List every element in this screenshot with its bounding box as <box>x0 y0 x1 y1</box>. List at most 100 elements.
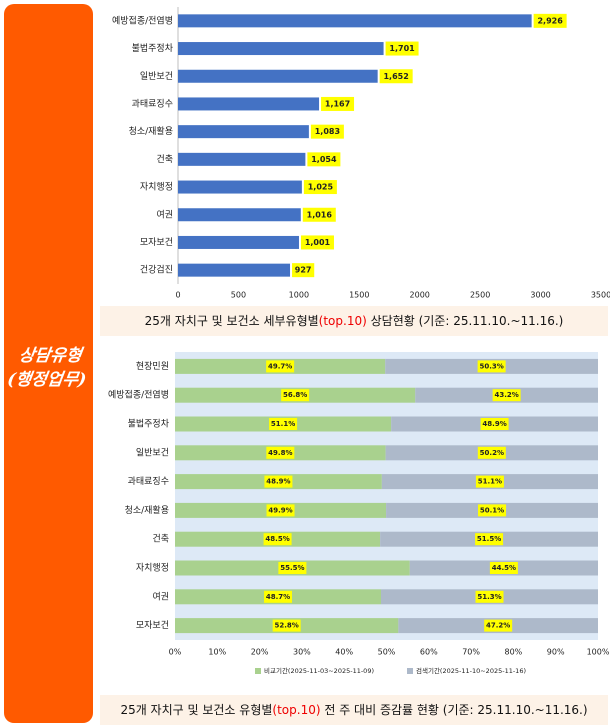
category-label: 청소/재활용 <box>125 504 169 516</box>
segment-label-box <box>266 504 295 517</box>
category-label: 예방접종/전염병 <box>112 14 173 26</box>
value-label-box <box>379 69 413 84</box>
x-tick-label: 60% <box>420 648 438 657</box>
segment-label-box <box>480 418 509 430</box>
sidebar-title-line2: (행정업무) <box>6 370 88 390</box>
segment-label-search: 51.3% <box>477 593 501 601</box>
value-label: 1,701 <box>389 44 415 53</box>
segment-label-search: 50.2% <box>480 449 504 457</box>
segment-label-box <box>475 533 504 546</box>
value-label-box <box>307 152 341 167</box>
value-label-box <box>385 41 419 56</box>
segment-label-box <box>263 533 292 546</box>
segment-label-compare: 48.9% <box>266 478 290 486</box>
value-label: 927 <box>295 266 312 275</box>
top10-consultation-bar-chart: 예방접종/전염병 2,926 불법주정차 1,701 일반보건 1,652 과태료징수 1,1… <box>112 7 610 300</box>
segment-label-box <box>477 360 506 373</box>
bottom-chart-caption: 25개 자치구 및 보건소 유형별(top.10) 전 주 대비 증감률 현황 … <box>100 695 608 725</box>
x-tick-label: 90% <box>547 648 565 657</box>
segment-label-box <box>478 504 507 517</box>
category-label: 예방접종/전염병 <box>108 389 169 401</box>
value-label: 1,054 <box>311 155 337 164</box>
segment-label-box <box>489 562 518 574</box>
segment-label-box <box>266 446 295 459</box>
segment-label-search: 43.2% <box>494 391 518 399</box>
segment-label-box <box>492 389 521 402</box>
segment-label-search: 50.1% <box>480 506 504 514</box>
segment-label-compare: 48.5% <box>265 535 289 543</box>
value-label: 1,016 <box>307 210 333 219</box>
x-tick-label: 2500 <box>470 291 490 300</box>
category-label: 모자보건 <box>136 620 169 631</box>
x-tick-label: 20% <box>251 648 269 657</box>
category-label: 자치행정 <box>140 181 173 193</box>
bottom-caption-date: 전 주 대비 증감률 현황 (기준: 25.11.10.~11.16.) <box>320 703 588 717</box>
x-tick-label: 3000 <box>530 291 550 300</box>
category-label: 건축 <box>156 154 173 165</box>
value-label: 1,001 <box>305 238 331 247</box>
category-label: 여권 <box>152 590 169 602</box>
value-label-box <box>292 263 315 278</box>
sidebar-title: 상담유형 (행정업무) <box>1 344 97 392</box>
bar <box>178 14 532 28</box>
bar <box>178 180 302 194</box>
segment-label-compare: 49.8% <box>268 449 292 457</box>
value-label-box <box>533 13 567 28</box>
bar <box>178 42 384 56</box>
legend-label-compare: 비교기간(2025-11-03~2025-11-09) <box>264 666 374 675</box>
bar <box>178 263 291 277</box>
top-caption-text: 25개 자치구 및 보건소 세부유형별 <box>144 314 319 328</box>
category-label: 현장민원 <box>136 361 169 372</box>
value-label: 1,652 <box>383 72 408 81</box>
value-label: 1,083 <box>315 127 340 136</box>
x-tick-label: 0% <box>169 648 182 657</box>
value-label-box <box>321 96 355 111</box>
bar <box>178 152 306 166</box>
legend-swatch-search <box>407 668 413 674</box>
value-label: 2,926 <box>537 16 563 25</box>
segment-label-search: 51.5% <box>477 535 501 543</box>
segment-label-box <box>484 619 513 632</box>
category-label: 과태료징수 <box>132 98 173 109</box>
x-tick-label: 2000 <box>410 291 430 300</box>
segment-label-compare: 56.8% <box>283 391 307 399</box>
x-tick-label: 3500 <box>591 291 610 300</box>
segment-label-box <box>264 590 293 603</box>
value-label-box <box>303 180 337 195</box>
x-tick-label: 30% <box>293 648 311 657</box>
x-tick-label: 80% <box>505 648 523 657</box>
bottom-caption-text: 25개 자치구 및 보건소 유형별 <box>120 703 273 717</box>
bar <box>178 208 301 222</box>
segment-label-search: 51.1% <box>478 478 502 486</box>
value-label-box <box>300 235 334 250</box>
segment-label-compare: 51.1% <box>271 420 295 428</box>
bar <box>178 235 299 249</box>
segment-label-box <box>477 446 506 459</box>
value-label: 1,167 <box>325 99 350 108</box>
x-tick-label: 500 <box>231 291 246 300</box>
segment-label-compare: 48.7% <box>266 593 290 601</box>
category-label: 모자보건 <box>140 237 173 248</box>
segment-label-compare: 49.9% <box>268 506 292 514</box>
category-label: 일반보건 <box>136 447 169 458</box>
segment-label-box <box>475 590 504 603</box>
category-label: 일반보건 <box>140 71 173 82</box>
x-tick-label: 70% <box>462 648 480 657</box>
category-label: 여권 <box>156 208 173 220</box>
segment-label-box <box>475 475 504 488</box>
segment-label-search: 44.5% <box>492 564 516 572</box>
segment-label-box <box>281 389 310 402</box>
segment-label-box <box>266 360 295 373</box>
segment-label-search: 50.3% <box>479 362 503 370</box>
segment-label-box <box>264 475 293 488</box>
legend-label-search: 검색기간(2025-11-10~2025-11-16) <box>416 666 526 675</box>
segment-label-box <box>278 562 307 574</box>
category-label: 불법주정차 <box>128 418 170 430</box>
value-label: 1,025 <box>308 183 334 192</box>
sidebar-panel: 상담유형 (행정업무) <box>4 4 93 723</box>
segment-label-compare: 55.5% <box>280 564 304 572</box>
x-tick-label: 10% <box>208 648 226 657</box>
sidebar-title-line1: 상담유형 <box>17 346 83 366</box>
category-label: 건축 <box>152 534 169 545</box>
segment-label-box <box>269 418 298 430</box>
